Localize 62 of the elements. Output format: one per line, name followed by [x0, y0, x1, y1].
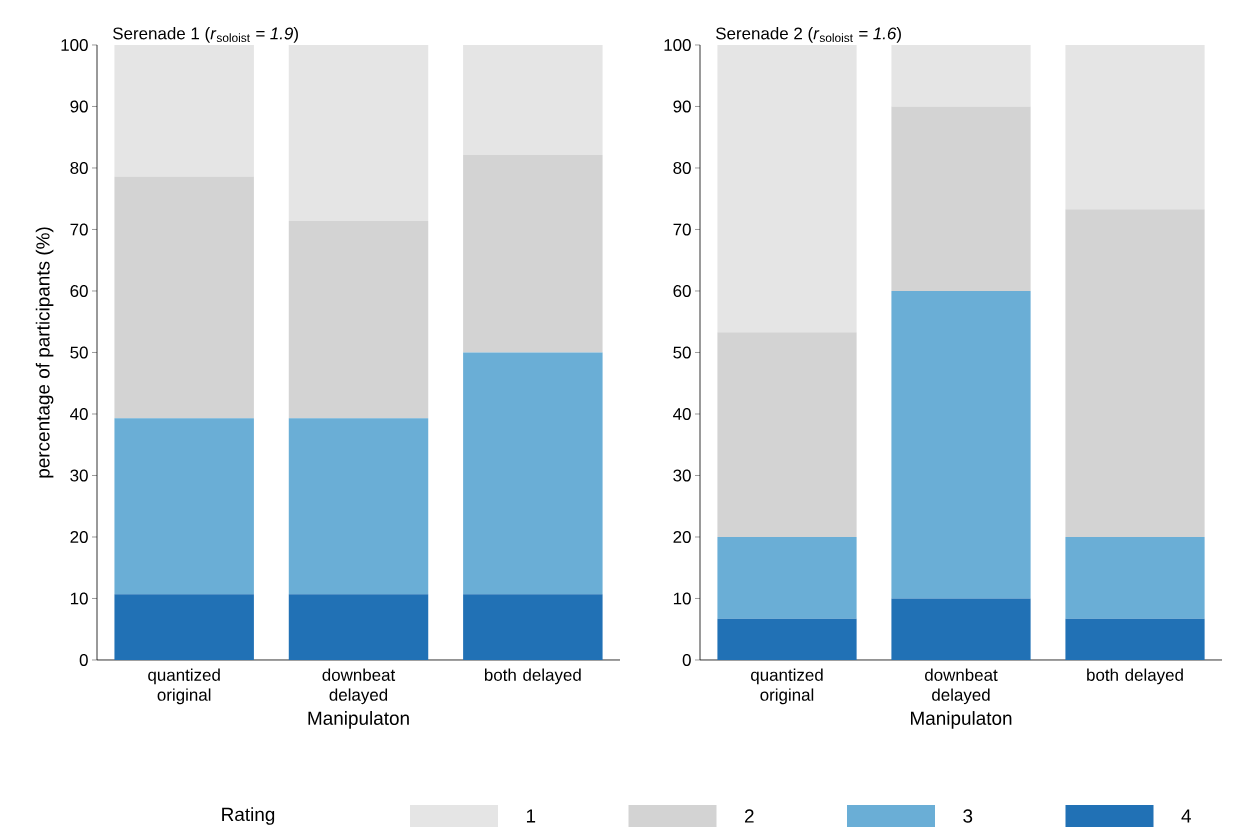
y-tick-label: 60 [70, 284, 88, 297]
bar [288, 418, 429, 595]
bar [288, 44, 429, 221]
legend-label: 4 [1181, 809, 1191, 823]
y-tick-label: 40 [673, 407, 691, 420]
bar [1065, 44, 1205, 210]
y-tick-label: 70 [673, 223, 691, 236]
y-axis-title: percentage of participants (%) [35, 227, 54, 478]
bar [114, 176, 254, 419]
legend-title: Rating [222, 807, 275, 825]
y-tick-label: 10 [673, 592, 691, 605]
bar [1065, 536, 1205, 619]
y-tick-label: 40 [70, 407, 88, 420]
x-tick-label: both delayed [484, 668, 581, 685]
bar [1065, 209, 1205, 537]
x-axis-title: Manipulaton [911, 711, 1012, 729]
legend-label: 3 [963, 809, 973, 823]
y-tick-label: 70 [70, 223, 88, 236]
bar [114, 44, 254, 177]
bar [717, 536, 857, 619]
legend-label: 2 [744, 809, 754, 823]
y-tick-label: 10 [70, 592, 88, 605]
bar [288, 220, 429, 419]
bar [114, 594, 254, 660]
y-tick-label: 50 [673, 346, 691, 359]
y-tick-label: 100 [664, 38, 691, 51]
y-tick-label: 80 [70, 161, 88, 174]
legend-label: 1 [526, 809, 536, 823]
y-tick-label: 30 [673, 469, 691, 482]
y-tick-label: 80 [673, 161, 691, 174]
y-tick-label: 0 [682, 653, 691, 666]
y-tick-label: 100 [61, 38, 88, 51]
bar [463, 352, 603, 595]
x-tick-label: downbeat delayed [925, 668, 998, 705]
bar [288, 594, 429, 660]
bar [463, 594, 603, 660]
bar [891, 598, 1031, 660]
bar [463, 44, 603, 156]
bar [891, 106, 1031, 291]
y-tick-label: 60 [673, 284, 691, 297]
x-tick-label: downbeat delayed [322, 668, 396, 705]
y-tick-label: 20 [673, 530, 691, 543]
bar [114, 418, 254, 595]
x-tick-label: quantized original [148, 668, 220, 705]
x-tick-label: quantized original [751, 668, 823, 705]
bar [891, 290, 1031, 599]
x-axis-title: Manipulaton [308, 711, 409, 729]
chart-title: Serenade 1 (r$_{soloist}$ = 1.9) [113, 27, 298, 43]
y-tick-label: 30 [70, 469, 88, 482]
bar [1065, 618, 1205, 660]
x-tick-label: both delayed [1087, 668, 1183, 685]
y-tick-label: 90 [70, 100, 88, 113]
chart-title: Serenade 2 (r$_{soloist}$ = 1.6) [716, 27, 901, 43]
bar [717, 618, 857, 660]
y-tick-label: 20 [70, 530, 88, 543]
y-tick-label: 50 [70, 346, 88, 359]
bar [891, 44, 1031, 107]
y-tick-label: 90 [673, 100, 691, 113]
bar [717, 332, 857, 537]
bar [717, 44, 857, 333]
y-tick-label: 0 [79, 653, 88, 666]
bar [463, 155, 603, 353]
